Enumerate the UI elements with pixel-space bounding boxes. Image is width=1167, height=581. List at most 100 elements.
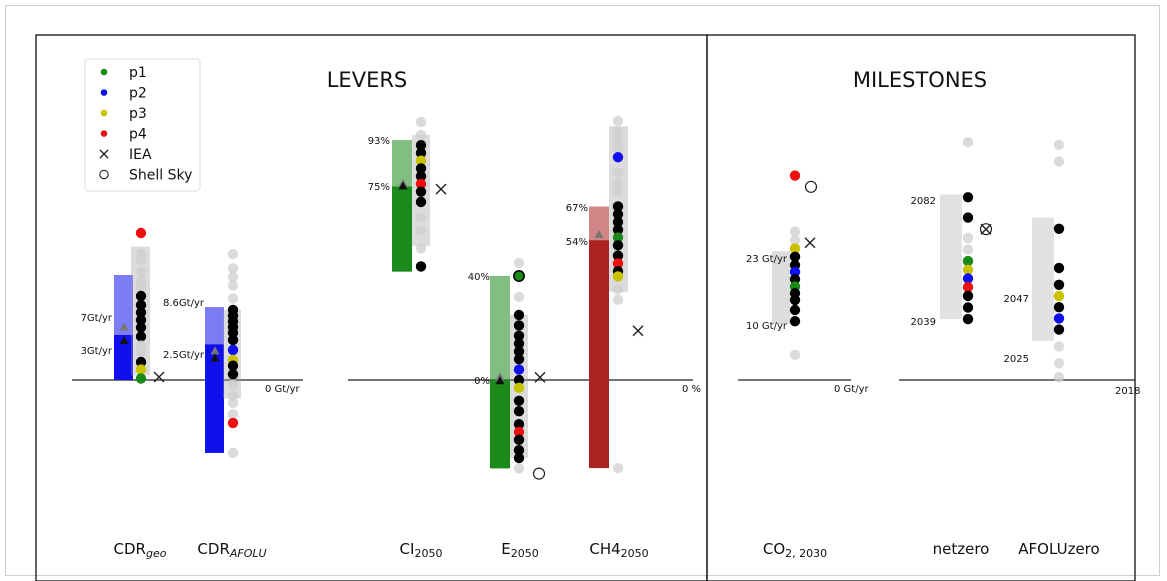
scenario-point-other [612, 185, 624, 197]
plot-frame-milestones [706, 34, 1136, 581]
scenario-point-p1 [135, 373, 147, 384]
scenario-point-other [962, 232, 974, 244]
scenario-point-aligned [415, 196, 427, 208]
section-title-levers: LEVERS [327, 68, 408, 92]
scenario-point-other [135, 347, 147, 359]
legend-label: p4 [129, 127, 147, 143]
scenario-point-other [789, 234, 801, 246]
scenario-point-p3 [135, 364, 147, 375]
bar-label-low: 2.5Gt/yr [163, 350, 205, 361]
iea-marker [534, 371, 546, 383]
scenario-point-p2 [1053, 313, 1065, 324]
category-label-ch4-2050: CH42050 [589, 540, 648, 560]
category-main: CDR [114, 540, 146, 558]
scenario-point-other [1053, 139, 1065, 150]
median-marker [210, 353, 220, 362]
scenario-point-aligned [227, 334, 239, 346]
section-title-milestones: MILESTONES [853, 68, 987, 92]
scenario-point-p4 [135, 227, 147, 239]
median-marker [119, 322, 129, 331]
bar-label-low: 10 Gt/yr [746, 321, 788, 332]
scenario-point-other [612, 177, 624, 189]
legend-marker-p1 [100, 68, 108, 76]
scenario-point-aligned [612, 201, 624, 212]
category-main: CH4 [589, 540, 620, 558]
scenario-point-aligned [612, 250, 624, 261]
scenario-point-aligned [513, 346, 525, 357]
scenario-point-other [227, 248, 239, 260]
median-marker [495, 376, 505, 385]
scenario-point-p3 [415, 155, 427, 166]
category-label-ci-2050: CI2050 [400, 540, 443, 560]
median-marker [119, 336, 129, 344]
iea-stroke [632, 325, 644, 337]
scenario-point-other [1053, 341, 1065, 352]
bar-label-high: 7Gt/yr [81, 313, 113, 324]
scenario-point-other [962, 244, 974, 255]
bar-label-low: 54% [566, 237, 588, 248]
zero-label: 0 Gt/yr [265, 384, 300, 395]
scenario-point-aligned [1053, 302, 1065, 313]
category-main: CI [400, 540, 415, 558]
category-label-netzero: netzero [933, 540, 990, 558]
panel-ci-2050: 93%75%CI2050 [348, 116, 693, 560]
scenario-point-aligned [415, 163, 427, 174]
scenario-point-aligned [1053, 223, 1065, 234]
bar-upper [205, 307, 224, 345]
scenario-point-aligned [513, 452, 525, 464]
category-sub: 2, 2030 [785, 547, 827, 560]
scenario-point-aligned [513, 445, 525, 456]
bar-lower [589, 240, 609, 469]
category-label-cdr-afolu: CDRAFOLU [197, 540, 266, 560]
scenario-point-p3 [789, 243, 801, 254]
scenario-point-p3 [513, 382, 525, 393]
scenario-point-p4 [415, 178, 427, 190]
legend-marker-p4 [100, 130, 108, 137]
scenario-point-other [789, 349, 801, 360]
scenario-point-aligned [612, 240, 624, 251]
scenario-point-other [612, 126, 624, 137]
scenario-point-aligned [1053, 324, 1065, 335]
bar-upper [490, 276, 510, 380]
scenario-point-aligned [962, 290, 974, 302]
scenario-point-other [1053, 156, 1065, 167]
scenario-point-p4 [227, 417, 239, 429]
scenario-point-p2 [789, 266, 801, 278]
scenario-point-p2 [513, 364, 525, 375]
scenario-point-p3 [962, 264, 974, 275]
scenario-point-p3 [612, 271, 624, 282]
shell-sky-marker [979, 223, 993, 236]
bar-range [1032, 217, 1054, 341]
scenario-point-other [415, 212, 427, 223]
category-main: CO [763, 540, 785, 558]
zero-label: 2018 [1115, 386, 1140, 397]
scenario-point-other [1053, 372, 1065, 383]
category-main: E [501, 540, 510, 558]
category-main: CDR [197, 540, 229, 558]
page-frame [5, 5, 1160, 576]
bar-label-low: 0% [474, 376, 490, 387]
category-main: netzero [933, 540, 990, 558]
scenario-point-other [227, 263, 239, 274]
bar-label-high: 40% [468, 272, 490, 283]
scenario-point-aligned [415, 147, 427, 159]
scenario-point-aligned [227, 360, 239, 371]
bar-label-low: 3Gt/yr [81, 346, 113, 357]
scenario-point-aligned [135, 307, 147, 318]
category-main: AFOLUzero [1018, 540, 1099, 558]
legend-label: p2 [129, 86, 147, 102]
scenario-point-aligned [513, 395, 525, 406]
legend-box [84, 58, 201, 192]
legend-marker-shell [99, 169, 109, 180]
scenario-point-other [612, 167, 624, 178]
scenario-point-aligned [962, 302, 974, 313]
bar-label-high: 93% [368, 136, 390, 147]
scenario-point-aligned [789, 294, 801, 306]
scenario-point-other [227, 447, 239, 459]
scenario-point-aligned [1053, 279, 1065, 290]
scenario-point-other [513, 291, 525, 302]
bar-lower [205, 344, 224, 453]
scenario-point-aligned [1053, 262, 1065, 274]
scenario-point-other [227, 280, 239, 291]
legend-marker-iea [99, 149, 109, 159]
